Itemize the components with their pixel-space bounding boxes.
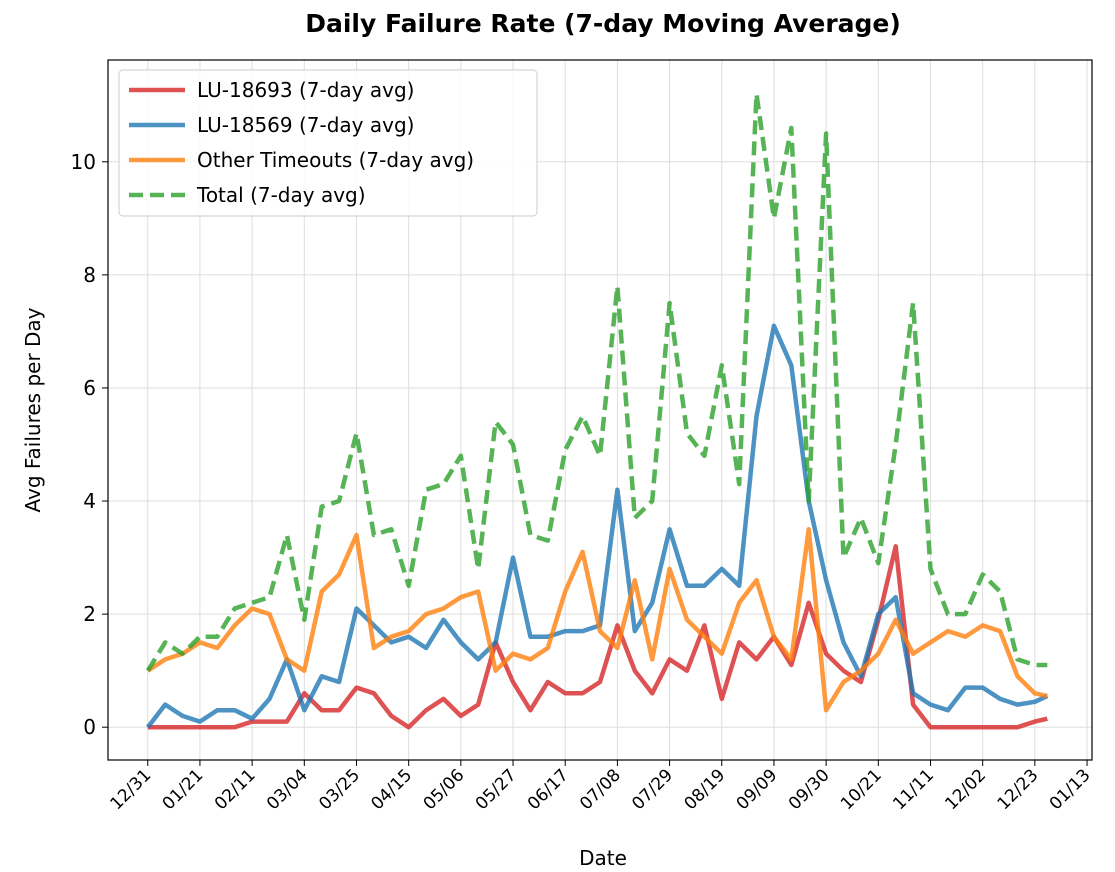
- x-tick-label: 12/31: [107, 765, 156, 814]
- legend-label: LU-18569 (7-day avg): [197, 113, 414, 137]
- x-tick-label: 07/08: [576, 765, 625, 814]
- legend-box: [118, 69, 538, 217]
- chart-title: Daily Failure Rate (7-day Moving Average…: [305, 9, 901, 38]
- x-tick-label: 03/04: [263, 765, 312, 814]
- x-tick-label: 10/21: [837, 765, 886, 814]
- legend-label: LU-18693 (7-day avg): [197, 78, 414, 102]
- y-tick-label: 8: [83, 263, 96, 287]
- legend-label: Other Timeouts (7-day avg): [197, 148, 474, 172]
- x-tick-label: 09/09: [733, 765, 782, 814]
- y-tick-label: 0: [83, 715, 96, 739]
- x-tick-label: 12/02: [941, 765, 990, 814]
- x-tick-label: 03/25: [315, 765, 364, 814]
- y-tick-label: 4: [83, 489, 96, 513]
- y-tick-label: 10: [71, 150, 96, 174]
- x-tick-label: 01/13: [1046, 765, 1095, 814]
- x-axis-label: Date: [579, 846, 627, 870]
- y-axis-label: Avg Failures per Day: [21, 307, 45, 512]
- x-tick-label: 02/11: [211, 765, 260, 814]
- x-tick-label: 05/06: [420, 765, 469, 814]
- series-line: [145, 91, 1048, 672]
- x-tick-label: 05/27: [472, 765, 521, 814]
- x-tick-label: 01/21: [159, 765, 208, 814]
- legend-label: Total (7-day avg): [196, 183, 366, 207]
- x-tick-label: 08/19: [681, 765, 730, 814]
- x-tick-label: 07/29: [628, 765, 677, 814]
- series-line: [147, 544, 1048, 730]
- x-tick-label: 06/17: [524, 765, 573, 814]
- y-tick-label: 6: [83, 376, 96, 400]
- x-tick-label: 12/23: [994, 765, 1043, 814]
- x-tick-label: 04/15: [367, 765, 416, 814]
- plot-frame: [107, 59, 1093, 761]
- series-line: [146, 527, 1048, 713]
- y-tick-label: 2: [83, 602, 96, 626]
- x-tick-label: 11/11: [889, 765, 938, 814]
- x-tick-label: 09/30: [785, 765, 834, 814]
- series-line: [146, 323, 1049, 729]
